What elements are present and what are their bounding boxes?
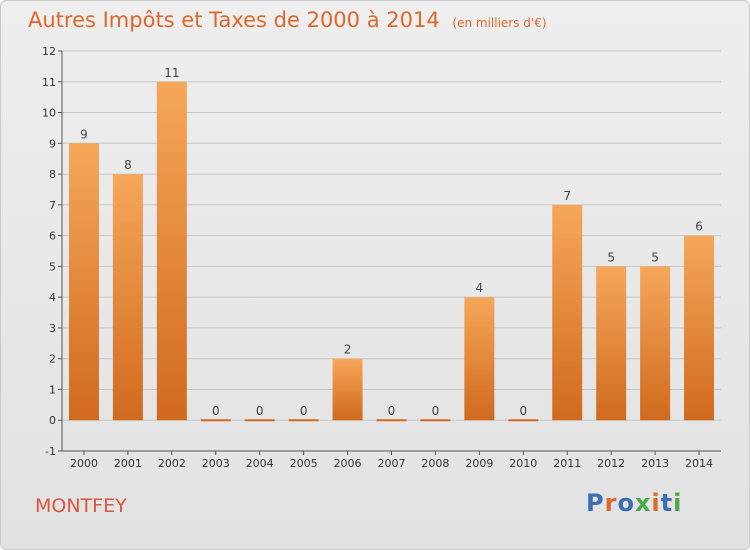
data-label: 11 (164, 66, 179, 80)
y-tick-label: 6 (49, 230, 56, 243)
y-tick-label: 5 (49, 260, 56, 273)
logo-letter: r (604, 489, 618, 517)
proxiti-logo[interactable]: Proxiti (586, 489, 682, 517)
title-unit: (en milliers d'€) (452, 16, 547, 30)
data-label: 5 (607, 250, 615, 264)
data-label: 6 (695, 220, 703, 234)
y-tick-label: 3 (49, 322, 56, 335)
logo-letter: P (586, 489, 605, 517)
y-tick-label: -1 (45, 445, 56, 458)
x-tick-label: 2001 (114, 457, 142, 470)
bar[interactable] (552, 204, 583, 421)
bar[interactable] (640, 266, 671, 421)
logo-letter: i (673, 489, 683, 517)
x-tick-label: 2004 (246, 457, 274, 470)
x-tick-label: 2007 (378, 457, 406, 470)
y-tick-label: 7 (49, 199, 56, 212)
bar[interactable] (332, 358, 363, 421)
bars (68, 81, 715, 422)
bar[interactable] (112, 174, 143, 421)
data-label: 0 (432, 404, 440, 418)
bar[interactable] (464, 297, 495, 421)
data-label: 7 (563, 189, 571, 203)
data-label: 2 (344, 343, 352, 357)
x-tick-label: 2005 (290, 457, 318, 470)
y-tick-label: 1 (49, 383, 56, 396)
y-tick-label: 10 (42, 107, 56, 120)
x-tick-label: 2013 (641, 457, 669, 470)
logo-letter: i (651, 489, 661, 517)
data-label: 0 (388, 404, 396, 418)
y-tick-label: 0 (49, 414, 56, 427)
x-tick-label: 2014 (685, 457, 713, 470)
logo-letter: x (634, 489, 652, 517)
bar[interactable] (596, 266, 627, 421)
bar[interactable] (68, 143, 99, 421)
logo-letter: t (660, 489, 674, 517)
data-label: 4 (476, 281, 484, 295)
y-tick-label: 11 (42, 76, 56, 89)
data-label: 0 (300, 404, 308, 418)
x-tick-label: 2006 (334, 457, 362, 470)
y-tick-label: 8 (49, 168, 56, 181)
x-tick-label: 2012 (597, 457, 625, 470)
y-tick-label: 2 (49, 353, 56, 366)
bar[interactable] (156, 81, 187, 421)
x-tick-label: 2008 (421, 457, 449, 470)
data-label: 5 (651, 250, 659, 264)
city-name: MONTFEY (35, 495, 127, 517)
x-tick-label: 2003 (202, 457, 230, 470)
y-tick-label: 4 (49, 291, 56, 304)
bar[interactable] (684, 235, 715, 421)
data-label: 0 (212, 404, 220, 418)
chart-title: Autres Impôts et Taxes de 2000 à 2014 (e… (28, 8, 547, 32)
y-tick-label: 12 (42, 45, 56, 58)
data-label: 0 (256, 404, 264, 418)
x-tick-label: 2002 (158, 457, 186, 470)
x-tick-label: 2000 (70, 457, 98, 470)
data-labels: 9 8 11 0 0 0 2 0 0 4 0 7 5 5 6 (80, 66, 703, 418)
logo-letter: o (617, 489, 635, 517)
data-label: 8 (124, 158, 132, 172)
x-tick-label: 2010 (509, 457, 537, 470)
x-tick-label: 2009 (465, 457, 493, 470)
y-tick-label: 9 (49, 137, 56, 150)
title-text: Autres Impôts et Taxes de 2000 à 2014 (28, 8, 440, 32)
data-label: 9 (80, 127, 88, 141)
x-tick-label: 2011 (553, 457, 581, 470)
data-label: 0 (519, 404, 527, 418)
